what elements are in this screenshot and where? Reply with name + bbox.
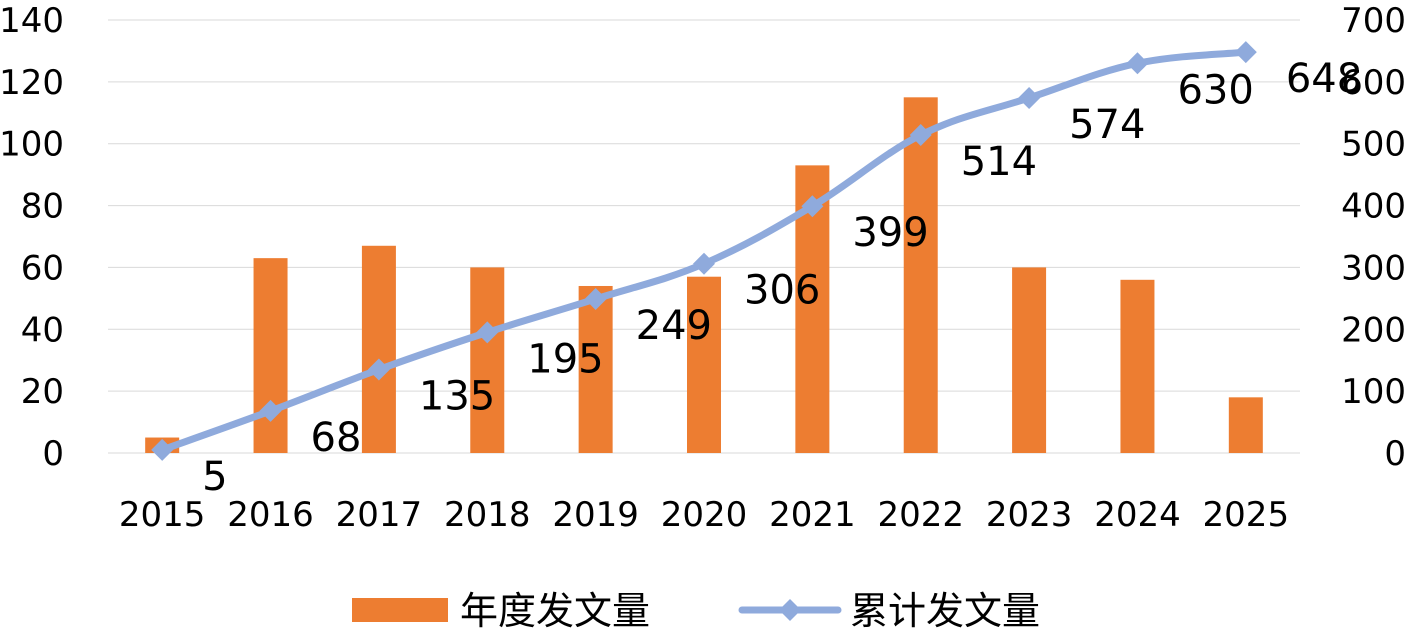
x-tick-label: 2019 (552, 495, 639, 535)
x-tick-label: 2023 (986, 495, 1073, 535)
bar (361, 245, 396, 453)
y-left-tick-label: 120 (0, 63, 64, 103)
bar (578, 285, 613, 453)
line-point (476, 321, 499, 344)
data-label: 574 (1069, 102, 1145, 148)
legend-swatch-bar (352, 598, 448, 622)
bar (687, 276, 721, 453)
y-right-tick-label: 400 (1341, 187, 1406, 227)
bar (1228, 397, 1263, 453)
bar (1012, 267, 1047, 453)
y-axis-right: 0 100 200 300 400 500 600 700 (1341, 1, 1406, 474)
y-axis-left: 0 20 40 60 80 100 120 140 (0, 1, 64, 474)
line-point (1126, 52, 1149, 75)
y-right-tick-label: 700 (1341, 1, 1406, 41)
legend-swatch-marker (779, 599, 801, 621)
bar (903, 97, 938, 454)
y-right-tick-label: 100 (1341, 372, 1406, 412)
bar (470, 267, 505, 453)
legend-label: 年度发文量 (460, 589, 650, 632)
y-left-tick-label: 60 (21, 248, 64, 288)
data-label: 630 (1177, 67, 1253, 113)
x-tick-label: 2018 (444, 495, 531, 535)
line-point (259, 399, 282, 422)
y-right-tick-label: 300 (1341, 248, 1406, 288)
data-label: 249 (636, 303, 712, 349)
data-label: 5 (202, 454, 227, 500)
line-point (367, 358, 390, 381)
y-right-tick-label: 200 (1341, 310, 1406, 350)
y-left-tick-label: 100 (0, 125, 64, 165)
x-tick-label: 2024 (1094, 495, 1181, 535)
data-labels: 5 68 135 195 249 306 399 514 574 630 648 (202, 56, 1362, 500)
y-right-tick-label: 0 (1384, 434, 1406, 474)
data-label: 648 (1286, 56, 1362, 102)
x-tick-label: 2021 (769, 495, 856, 535)
legend: 年度发文量 累计发文量 (352, 589, 1040, 633)
data-label: 195 (527, 336, 603, 382)
y-left-tick-label: 40 (21, 310, 64, 350)
bar-series (145, 97, 1263, 454)
line-series (151, 41, 1257, 461)
x-tick-label: 2025 (1203, 495, 1290, 535)
x-tick-label: 2022 (877, 495, 964, 535)
y-right-tick-label: 600 (1341, 63, 1406, 103)
x-axis: 2015 2016 2017 2018 2019 2020 2021 2022 2023 2024… (119, 495, 1289, 535)
line-point (151, 438, 174, 461)
legend-label: 累计发文量 (850, 589, 1040, 632)
bar (1120, 279, 1155, 453)
data-label: 514 (961, 139, 1037, 185)
y-left-tick-label: 0 (42, 434, 64, 474)
line-point (1018, 86, 1041, 109)
x-tick-label: 2015 (119, 495, 206, 535)
x-tick-label: 2020 (661, 495, 748, 535)
bar (253, 258, 288, 453)
line-point (693, 252, 715, 275)
data-label: 399 (852, 210, 928, 256)
data-label: 306 (744, 268, 820, 314)
data-label: 135 (419, 373, 495, 419)
line-point (801, 195, 824, 218)
y-right-tick-label: 500 (1341, 125, 1406, 165)
x-tick-label: 2017 (336, 495, 423, 535)
x-tick-label: 2016 (227, 495, 314, 535)
line-point (584, 287, 607, 310)
y-left-tick-label: 140 (0, 1, 64, 41)
y-left-tick-label: 20 (21, 372, 64, 412)
y-left-tick-label: 80 (21, 187, 64, 227)
line-point (909, 124, 932, 147)
line-point (1234, 41, 1257, 64)
data-label: 68 (311, 415, 362, 461)
